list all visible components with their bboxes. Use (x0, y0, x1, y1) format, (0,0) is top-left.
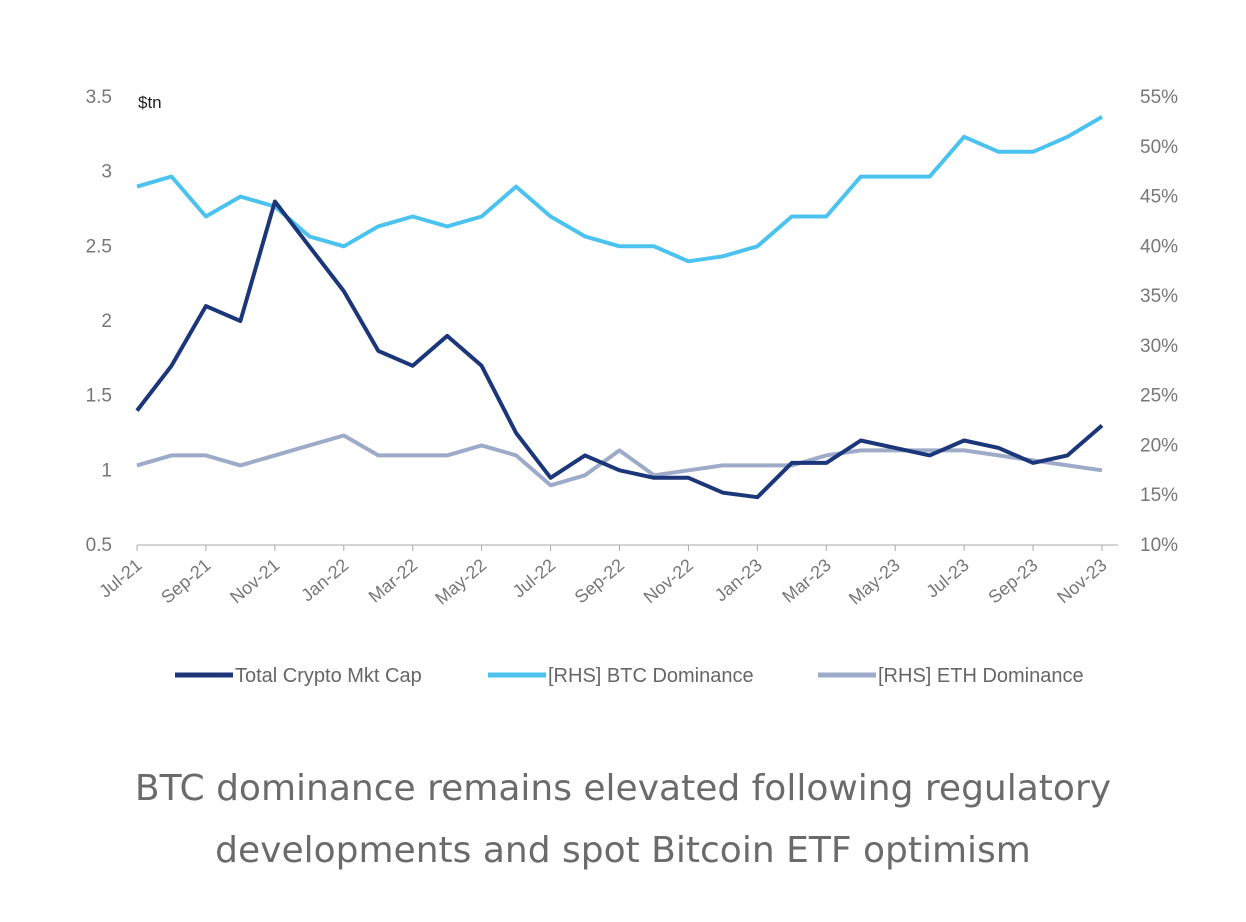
y2-tick-label: 15% (1140, 485, 1178, 506)
series-line (135, 199, 1104, 500)
y2-tick-label: 50% (1140, 137, 1178, 158)
x-tick-label: Jan-22 (297, 555, 352, 606)
y-tick-label: 0.5 (86, 535, 112, 556)
y-tick-label: 1 (101, 460, 112, 481)
x-tick-label: Mar-22 (365, 555, 422, 607)
x-tick-label: Jul-22 (509, 555, 559, 602)
legend-label: [RHS] ETH Dominance (878, 665, 1084, 687)
legend-label: [RHS] BTC Dominance (548, 665, 754, 687)
x-tick-label: Jan-23 (711, 555, 766, 606)
chart: $tn 0.5 1 1.5 2 2.5 3 3.5 10% 15% 20% 25% 30% 35% 40%… (86, 87, 1179, 687)
y2-tick-label: 20% (1140, 435, 1178, 456)
x-tick-label: May-22 (431, 555, 490, 609)
y-tick-label: 3 (101, 162, 112, 183)
y2-tick-label: 10% (1140, 535, 1178, 556)
y-tick-label: 3.5 (86, 87, 112, 108)
y-tick-label: 2 (101, 311, 112, 332)
x-tick-label: Sep-22 (571, 555, 628, 608)
y2-tick-label: 45% (1140, 187, 1178, 208)
series-line (136, 115, 1103, 264)
y-tick-label: 1.5 (86, 386, 112, 407)
y2-tick-label: 25% (1140, 386, 1178, 407)
y2-tick-label: 30% (1140, 336, 1178, 357)
x-tick-label: Jul-23 (922, 555, 972, 602)
x-tick-label: Mar-23 (778, 555, 835, 607)
x-tick-label: Jul-21 (95, 555, 145, 602)
x-tick-label: Nov-22 (640, 555, 697, 608)
y2-tick-label: 35% (1140, 286, 1178, 307)
x-tick-label: Nov-23 (1053, 555, 1110, 608)
x-tick-label: Sep-23 (984, 555, 1041, 608)
y-unit-label: $tn (138, 93, 162, 112)
legend-label: Total Crypto Mkt Cap (235, 665, 422, 687)
y2-tick-label: 40% (1140, 236, 1178, 257)
x-tick-label: Nov-21 (226, 555, 283, 608)
x-tick-label: May-23 (845, 555, 904, 609)
y-tick-label: 2.5 (86, 236, 112, 257)
x-tick-label: Sep-21 (157, 555, 214, 608)
y2-tick-label: 55% (1140, 87, 1178, 108)
caption: BTC dominance remains elevated following… (134, 768, 1112, 871)
